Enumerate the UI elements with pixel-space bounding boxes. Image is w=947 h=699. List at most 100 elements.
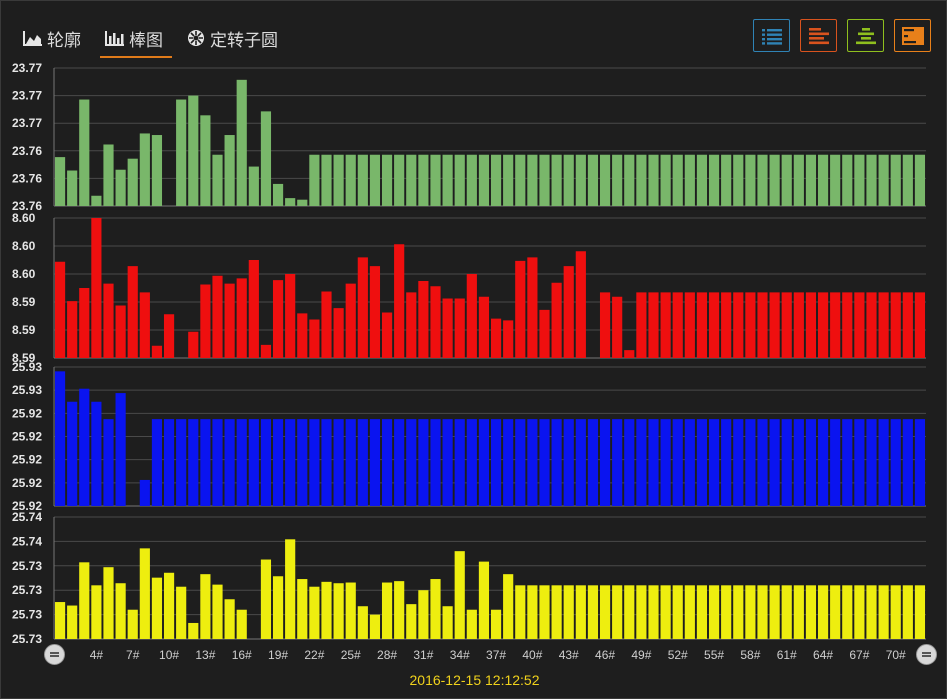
bar (527, 257, 537, 358)
bar (309, 155, 319, 206)
bar (552, 419, 562, 506)
bar (915, 585, 925, 639)
bar (346, 284, 356, 358)
bar (479, 562, 489, 639)
bar (455, 155, 465, 206)
timestamp: 2016-12-15 12:12:52 (1, 672, 947, 688)
bar (309, 587, 319, 639)
bar (503, 155, 513, 206)
bar (624, 155, 634, 206)
bar (636, 419, 646, 506)
bar (673, 419, 683, 506)
bar (273, 184, 283, 206)
range-start-handle[interactable] (44, 644, 65, 665)
bar (866, 292, 876, 358)
bar (394, 155, 404, 206)
bar (879, 419, 889, 506)
bar (334, 308, 344, 358)
bar (79, 562, 89, 639)
bar (770, 585, 780, 639)
bar (576, 419, 586, 506)
bar (55, 157, 65, 206)
bar (237, 610, 247, 639)
bar (79, 288, 89, 358)
bar (370, 266, 380, 358)
bar (430, 155, 440, 206)
bar (346, 155, 356, 206)
bar (915, 155, 925, 206)
bar (103, 567, 113, 639)
bar (842, 419, 852, 506)
range-end-handle[interactable] (916, 644, 937, 665)
bar (648, 419, 658, 506)
bar (757, 419, 767, 506)
bar (794, 585, 804, 639)
bar (321, 155, 331, 206)
bar (382, 583, 392, 639)
bar (273, 576, 283, 639)
bar (188, 623, 198, 639)
bar (455, 419, 465, 506)
bar (648, 155, 658, 206)
bar (67, 301, 77, 358)
bar (491, 155, 501, 206)
bar (467, 610, 477, 639)
bar (661, 585, 671, 639)
bar (685, 419, 695, 506)
bar (334, 419, 344, 506)
bar (721, 419, 731, 506)
bar (164, 314, 174, 358)
bar (176, 419, 186, 506)
x-tick-label: 52# (668, 648, 688, 662)
bar (79, 100, 89, 206)
bar (806, 585, 816, 639)
bar (237, 80, 247, 206)
bar (237, 278, 247, 358)
bar (697, 585, 707, 639)
bar (467, 274, 477, 358)
bar (225, 284, 235, 358)
bar (564, 419, 574, 506)
bar (903, 585, 913, 639)
bar (624, 419, 634, 506)
bar (91, 196, 101, 206)
bar (903, 419, 913, 506)
bar (661, 292, 671, 358)
x-tick-label: 61# (777, 648, 797, 662)
bar (745, 292, 755, 358)
bar (782, 419, 792, 506)
bar (770, 155, 780, 206)
bar (588, 419, 598, 506)
bar (116, 583, 126, 639)
bar (612, 585, 622, 639)
bar (600, 292, 610, 358)
bar (915, 419, 925, 506)
bar (818, 585, 828, 639)
bar (467, 155, 477, 206)
bar (527, 155, 537, 206)
bar (818, 292, 828, 358)
bar (733, 419, 743, 506)
bar (794, 155, 804, 206)
bar (830, 155, 840, 206)
bar (745, 155, 755, 206)
bar (757, 155, 767, 206)
bar (443, 155, 453, 206)
bar (588, 155, 598, 206)
bar (140, 133, 150, 206)
x-tick-label: 13# (195, 648, 215, 662)
bar (91, 585, 101, 639)
bar (55, 602, 65, 639)
bar (661, 419, 671, 506)
y-tick-label: 23.76 (12, 144, 42, 158)
x-tick-label: 40# (522, 648, 542, 662)
bar (709, 292, 719, 358)
bar (249, 167, 259, 206)
bar (370, 419, 380, 506)
bar (757, 292, 767, 358)
bar (576, 585, 586, 639)
x-tick-label: 43# (559, 648, 579, 662)
bar (782, 585, 792, 639)
bar (237, 419, 247, 506)
bar (709, 585, 719, 639)
